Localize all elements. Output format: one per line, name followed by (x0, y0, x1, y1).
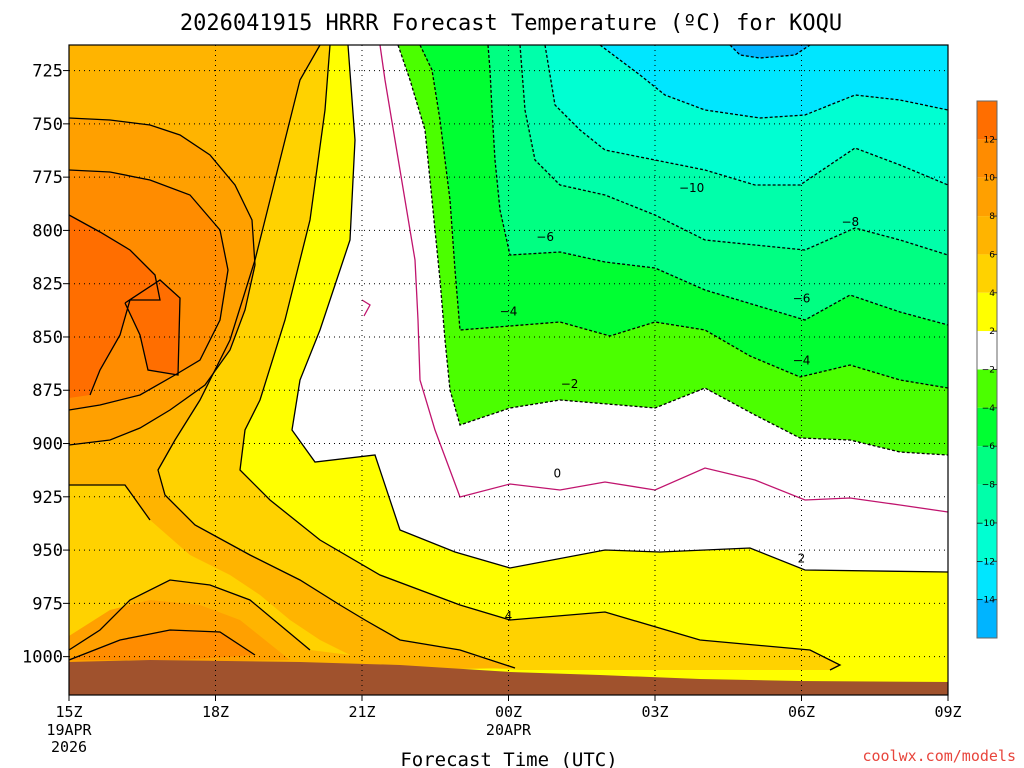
contour-line-m10 (544, 45, 948, 186)
y-tick-label-850: 850 (32, 328, 63, 348)
colorbar-tick-label-4: 4 (989, 289, 995, 299)
contour-line-m8 (519, 45, 948, 256)
contour-line-m12 (599, 45, 948, 119)
colorbar-bin-3 (977, 216, 997, 255)
x-tick-label-09Z: 09Z (934, 703, 961, 721)
colorbar-tick-label-3: 6 (989, 250, 995, 260)
x-tick-label-03Z: 03Z (641, 703, 668, 721)
colorbar-tick-label-7: −4 (982, 404, 996, 414)
y-tick-label-875: 875 (32, 381, 63, 401)
y-tick-label-725: 725 (32, 62, 63, 82)
x-tick-sublabel-15Z-0: 19APR (46, 721, 92, 739)
contour-label-0: −10 (679, 181, 704, 195)
colorbar-tick-label-2: 8 (989, 212, 995, 222)
y-tick-label-775: 775 (32, 168, 63, 188)
contour-label-3: −6 (793, 292, 811, 306)
fill-band-12-14 (69, 215, 180, 398)
contour-label-7: 0 (554, 466, 562, 480)
contour-label-layer: −10 −8 −6 −6 −4 −4 −2 0 2 4 (500, 181, 860, 623)
contour-line-m6 (487, 45, 948, 326)
x-tick-sublabel-00Z-0: 20APR (486, 721, 532, 739)
y-axis: 725 750 775 800 825 850 875 900 925 950 975 1000 (22, 62, 69, 668)
x-tick-label-21Z: 21Z (348, 703, 375, 721)
contour-label-4: −4 (500, 304, 518, 318)
colorbar-tick-label-1: 10 (984, 174, 996, 184)
x-tick-label-18Z: 18Z (202, 703, 229, 721)
contour-line-m4 (419, 45, 948, 389)
y-tick-label-900: 900 (32, 435, 63, 455)
colorbar-tick-label-10: −10 (976, 519, 995, 529)
colorbar-bin-10 (977, 484, 997, 523)
y-tick-label-825: 825 (32, 275, 63, 295)
y-tick-label-1000: 1000 (22, 648, 63, 668)
y-tick-label-950: 950 (32, 541, 63, 561)
contour-line-2 (291, 45, 948, 573)
colorbar-bin-11 (977, 522, 997, 562)
colorbar-bin-1 (977, 139, 997, 178)
contour-label-6: −2 (561, 377, 579, 391)
contour-label-9: 4 (505, 609, 513, 623)
colorbar-tick-label-5: 2 (989, 327, 995, 337)
y-tick-label-925: 925 (32, 488, 63, 508)
x-tick-label-06Z: 06Z (788, 703, 815, 721)
contour-label-2: −6 (536, 230, 554, 244)
contour-line-layer (69, 45, 948, 671)
y-tick-label-975: 975 (32, 594, 63, 614)
x-tick-sublabel-15Z-1: 2026 (51, 738, 87, 756)
colorbar-bin-12 (977, 561, 997, 600)
ground-terrain (69, 660, 948, 695)
colorbar-tick-label-12: −14 (976, 596, 995, 606)
y-tick-label-750: 750 (32, 115, 63, 135)
colorbar: 12 10 8 6 4 2 −2 −4 −6 −8 −10 −12 −14 (976, 100, 998, 639)
colorbar-bin-6 (977, 331, 997, 370)
colorbar-bin-9 (977, 446, 997, 485)
colorbar-tick-label-11: −12 (976, 557, 995, 567)
colorbar-bin-5 (977, 292, 997, 332)
contour-line-10 (69, 169, 256, 661)
contour-label-1: −8 (841, 215, 859, 229)
x-axis-title: Forecast Time (UTC) (400, 749, 617, 768)
contour-line-4 (239, 45, 842, 671)
colorbar-tick-label-9: −8 (982, 481, 996, 491)
fill-band-m14-m16 (730, 45, 810, 58)
colorbar-bin-2 (977, 177, 997, 217)
contour-line-12 (69, 214, 181, 396)
colorbar-bin-8 (977, 407, 997, 447)
chart-title: 2026041915 HRRR Forecast Temperature (ºC… (180, 11, 842, 36)
x-tick-label-00Z: 00Z (495, 703, 522, 721)
contour-line-8 (69, 117, 311, 651)
fill-band-m12-m14 (600, 45, 948, 118)
credit-link[interactable]: coolwx.com/models (862, 747, 1016, 765)
colorbar-bin-13 (977, 599, 997, 638)
x-tick-label-15Z: 15Z (55, 703, 82, 721)
colorbar-tick-label-0: 12 (984, 135, 995, 145)
contour-line-m2 (397, 45, 948, 456)
contour-label-5: −4 (793, 353, 811, 367)
contour-line-6 (157, 45, 516, 669)
colorbar-bin-0 (977, 101, 997, 140)
contour-line-m14 (729, 45, 811, 59)
y-tick-label-800: 800 (32, 221, 63, 241)
colorbar-tick-label-8: −6 (982, 442, 996, 452)
colorbar-bin-7 (977, 369, 997, 408)
contour-label-8: 2 (798, 552, 806, 566)
contour-line-0 (361, 45, 948, 513)
colorbar-tick-label-6: −2 (982, 366, 995, 376)
colorbar-bin-4 (977, 254, 997, 293)
grid-layer (69, 45, 948, 695)
